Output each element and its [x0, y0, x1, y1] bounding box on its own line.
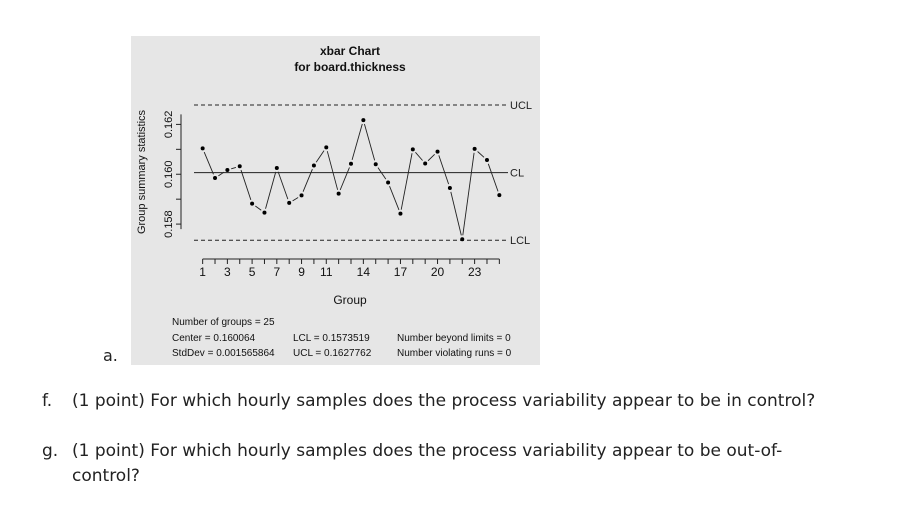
series-segment — [389, 186, 400, 211]
series-segment — [203, 151, 214, 175]
series-segment — [400, 153, 413, 210]
series-segment — [351, 123, 363, 161]
series-segment — [477, 151, 485, 158]
series-segment — [487, 163, 499, 192]
stat-groups: Number of groups = 25 — [172, 317, 275, 328]
chart-title: xbar Chart — [320, 44, 380, 58]
data-point — [324, 145, 329, 150]
y-tick-label: 0.158 — [163, 210, 175, 238]
series-segment — [265, 171, 277, 209]
series-segment — [218, 171, 225, 177]
question-g-label: g. — [42, 441, 59, 461]
data-point — [472, 146, 477, 151]
question-f-text: (1 point) For which hourly samples does … — [72, 391, 816, 411]
stat-stddev: StdDev = 0.001565864 — [172, 348, 275, 359]
series-segment — [364, 123, 376, 161]
series-segment — [302, 169, 313, 192]
x-axis: 1 3 5 7 9 11 14 17 20 23 — [199, 258, 500, 279]
series-segment — [240, 169, 252, 200]
series-segment — [292, 197, 299, 202]
data-point — [447, 185, 452, 190]
x-tick-label: 11 — [320, 265, 333, 279]
ucl-label: UCL — [510, 100, 532, 112]
y-axis: 0.158 0.160 0.162 — [163, 111, 182, 238]
stat-violating-runs: Number violating runs = 0 — [397, 348, 512, 359]
data-point — [484, 158, 489, 163]
y-tick-label: 0.160 — [163, 160, 175, 188]
data-point — [410, 147, 415, 152]
cl-label: CL — [510, 168, 524, 180]
data-point — [237, 164, 242, 169]
data-series — [200, 118, 502, 242]
series-segment — [450, 191, 462, 236]
data-point — [213, 175, 218, 180]
x-tick-label: 5 — [249, 265, 256, 279]
question-f-label: f. — [42, 391, 53, 411]
data-point — [435, 149, 440, 154]
series-segment — [377, 167, 387, 180]
x-tick-label: 17 — [394, 265, 408, 279]
chart-subtitle: for board.thickness — [294, 60, 406, 74]
series-segment — [231, 166, 237, 170]
data-point — [460, 237, 465, 242]
data-point — [398, 211, 403, 216]
data-point — [200, 146, 205, 151]
x-tick-label: 14 — [357, 265, 371, 279]
stat-ucl: UCL = 0.1627762 — [293, 348, 372, 359]
xbar-chart: xbar Chart for board.thickness Group sum… — [131, 36, 540, 365]
data-point — [274, 166, 279, 171]
data-point — [386, 180, 391, 185]
data-point — [423, 161, 428, 166]
stat-center: Center = 0.160064 — [172, 333, 256, 344]
question-g-text-line1: (1 point) For which hourly samples does … — [72, 441, 783, 461]
x-tick-label: 7 — [273, 265, 280, 279]
series-segment — [326, 151, 339, 190]
data-point — [497, 193, 502, 198]
x-tick-label: 23 — [468, 265, 482, 279]
x-tick-label: 1 — [199, 265, 206, 279]
data-point — [361, 118, 366, 123]
stat-beyond-limits: Number beyond limits = 0 — [397, 333, 511, 344]
x-tick-label: 20 — [431, 265, 445, 279]
x-axis-label: Group — [333, 293, 367, 307]
data-point — [373, 162, 378, 167]
lcl-label: LCL — [510, 235, 530, 247]
data-point — [349, 161, 353, 166]
data-point — [299, 193, 304, 198]
series-segment — [427, 154, 435, 162]
series-segment — [462, 152, 475, 236]
y-tick-label: 0.162 — [163, 111, 175, 139]
series-segment — [415, 152, 423, 161]
data-point — [250, 201, 255, 206]
series-segment — [339, 167, 350, 191]
series-segment — [277, 171, 289, 200]
series-segment — [315, 150, 325, 163]
y-axis-label: Group summary statistics — [136, 109, 148, 234]
data-point — [287, 200, 292, 205]
data-point — [336, 191, 341, 196]
x-tick-label: 3 — [224, 265, 231, 279]
data-point — [311, 163, 316, 168]
stat-lcl: LCL = 0.1573519 — [293, 333, 370, 344]
series-segment — [438, 155, 450, 185]
x-tick-label: 9 — [298, 265, 305, 279]
item-label-a: a. — [103, 346, 118, 365]
data-point — [262, 210, 267, 215]
data-point — [225, 168, 230, 173]
question-g-text-line2: control? — [72, 466, 140, 486]
chart-svg: xbar Chart for board.thickness Group sum… — [136, 44, 532, 307]
series-segment — [255, 205, 262, 211]
